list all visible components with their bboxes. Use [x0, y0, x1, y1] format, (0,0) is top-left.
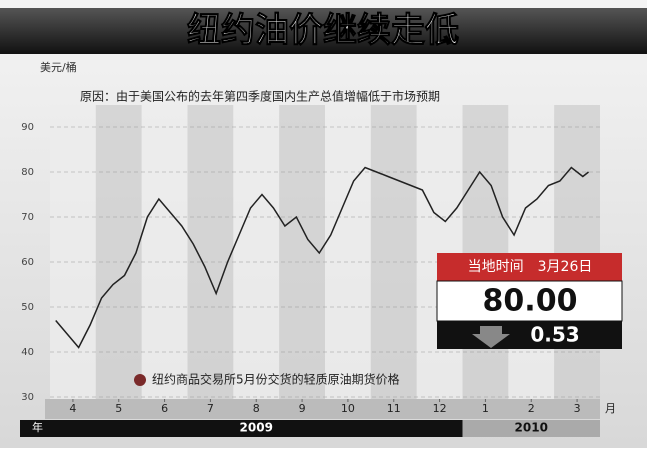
down-arrow: [472, 326, 510, 348]
y-axis-label: 美元/桶: [40, 60, 77, 74]
y-tick-label: 90: [21, 122, 34, 133]
x-tick-label: 6: [161, 402, 168, 415]
x-tick-label: 10: [341, 402, 355, 415]
title-banner: [0, 8, 647, 54]
month-band: [554, 105, 600, 399]
subtitle: 原因：由于美国公布的去年第四季度国内生产总值增幅低于市场预期: [80, 89, 440, 104]
price-line: [55, 166, 590, 349]
x-tick-label: 12: [433, 402, 447, 415]
year-label: 2010: [515, 421, 548, 435]
year-unit: 年: [32, 420, 43, 434]
month-band: [233, 105, 280, 399]
year-label: 2009: [240, 421, 273, 435]
x-tick-label: 11: [387, 402, 401, 415]
x-tick-label: 5: [115, 402, 122, 415]
y-tick-label: 30: [21, 392, 34, 403]
year-bar: [20, 420, 600, 437]
month-band: [325, 105, 371, 399]
month-band: [370, 105, 417, 399]
callout-change-bar: [437, 321, 622, 349]
month-band: [50, 105, 96, 399]
month-band: [416, 105, 463, 399]
month-band: [187, 105, 234, 399]
callout-date: 当地时间 3月26日: [468, 259, 593, 275]
y-tick-label: 40: [21, 347, 34, 358]
month-band: [95, 105, 142, 399]
month-band: [462, 105, 509, 399]
callout-change: 0.53: [530, 323, 579, 347]
x-tick-label: 8: [253, 402, 260, 415]
callout: 当地时间 3月26日 80.00 0.53: [436, 253, 623, 349]
month-bar: [45, 399, 600, 419]
month-band: [279, 105, 325, 399]
month-band: [508, 105, 555, 399]
callout-header: [437, 253, 622, 281]
x-tick-label: 7: [207, 402, 214, 415]
callout-body: [436, 280, 623, 322]
x-tick-label: 3: [574, 402, 581, 415]
month-band: [141, 105, 188, 399]
x-tick-label: 2: [528, 402, 535, 415]
x-unit: 月: [605, 402, 616, 415]
legend-marker: [134, 374, 146, 386]
x-tick-label: 9: [299, 402, 306, 415]
year-2010-bg: [462, 420, 600, 437]
y-tick-label: 60: [21, 257, 34, 268]
legend-text: 纽约商品交易所5月份交货的轻质原油期货价格: [152, 372, 400, 387]
callout-price: 80.00: [483, 284, 578, 319]
chart-title: 纽约油价继续走低: [187, 11, 459, 51]
x-tick-label: 4: [69, 402, 76, 415]
y-tick-label: 50: [21, 302, 34, 313]
x-tick-label: 1: [482, 402, 489, 415]
y-tick-label: 70: [21, 212, 34, 223]
y-tick-label: 80: [21, 167, 34, 178]
